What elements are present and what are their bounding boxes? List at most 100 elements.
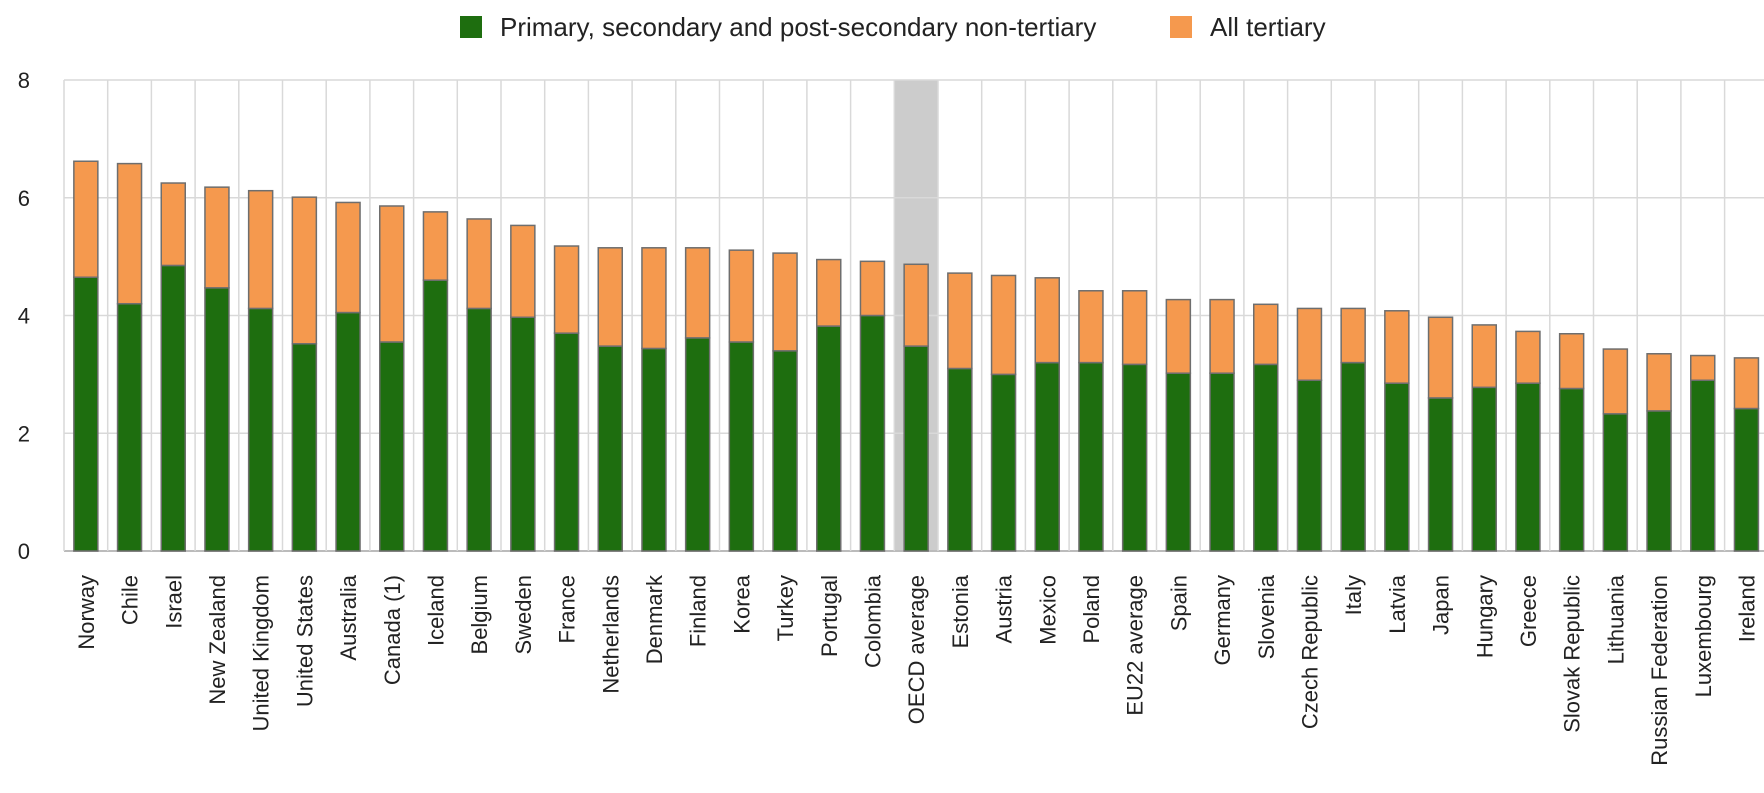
bar-segment-non-tertiary — [160, 264, 186, 552]
bar-segment-tertiary — [422, 211, 449, 281]
bars — [73, 160, 1760, 552]
bar-group — [597, 247, 623, 552]
x-category-label: Estonia — [948, 574, 973, 648]
bar-segment-tertiary — [204, 186, 230, 289]
bar-segment-tertiary — [1034, 277, 1060, 364]
bar-group — [1340, 307, 1366, 552]
bar-group — [859, 260, 886, 552]
x-category-label: OECD average — [904, 575, 929, 724]
bar-segment-tertiary — [1078, 290, 1104, 364]
bar-group — [1078, 290, 1104, 552]
bar-segment-tertiary — [116, 162, 143, 305]
x-category-label: Slovak Republic — [1560, 575, 1585, 733]
y-tick-label: 0 — [18, 539, 30, 564]
legend-swatch-0 — [460, 16, 482, 38]
bar-segment-tertiary — [1253, 303, 1279, 366]
bar-segment-tertiary — [291, 196, 318, 345]
bar-segment-non-tertiary — [247, 307, 274, 552]
legend-swatch-1 — [1170, 16, 1192, 38]
bar-segment-non-tertiary — [204, 287, 230, 552]
x-category-label: Sweden — [511, 575, 536, 655]
x-category-label: Austria — [992, 574, 1017, 643]
x-category-label: Ireland — [1734, 575, 1759, 642]
bar-group — [422, 211, 449, 552]
legend-item-0: Primary, secondary and post-secondary no… — [460, 12, 1096, 42]
x-axis: Norway Chile Israel New Zealand United Kingd… — [74, 574, 1760, 766]
x-category-label: Lithuania — [1603, 574, 1628, 664]
x-category-label: Netherlands — [598, 575, 623, 694]
bar-segment-tertiary — [641, 247, 667, 350]
bar-segment-non-tertiary — [1296, 379, 1323, 552]
x-category-label: Russian Federation — [1647, 575, 1672, 766]
y-axis: 0 2 4 6 8 — [18, 68, 30, 564]
bar-group — [1427, 316, 1454, 552]
bar-segment-tertiary — [1121, 290, 1148, 366]
bar-segment-non-tertiary — [903, 345, 929, 552]
bar-segment-non-tertiary — [510, 316, 536, 552]
x-category-label: Chile — [118, 575, 143, 625]
bar-segment-tertiary — [1340, 307, 1366, 364]
bar-segment-tertiary — [1427, 316, 1454, 399]
bar-group — [728, 249, 755, 552]
bar-group — [1384, 310, 1410, 552]
bar-segment-non-tertiary — [116, 302, 143, 552]
bar-segment-tertiary — [1384, 310, 1410, 384]
bar-segment-tertiary — [772, 252, 798, 352]
x-category-label: Iceland — [423, 575, 448, 646]
bar-group — [1602, 348, 1629, 552]
bar-group — [1209, 298, 1235, 552]
bar-segment-tertiary — [1602, 348, 1629, 415]
bar-segment-non-tertiary — [73, 276, 99, 552]
bar-segment-tertiary — [1646, 353, 1672, 412]
bar-segment-tertiary — [1296, 307, 1323, 382]
x-category-label: Hungary — [1472, 575, 1497, 658]
bar-group — [1253, 303, 1279, 552]
bar-segment-non-tertiary — [422, 279, 449, 552]
bar-segment-non-tertiary — [947, 367, 973, 552]
bar-segment-tertiary — [684, 247, 711, 339]
bar-segment-non-tertiary — [466, 307, 492, 552]
bar-segment-tertiary — [947, 272, 973, 370]
bar-group — [379, 205, 405, 552]
bar-segment-tertiary — [510, 224, 536, 319]
bar-group — [510, 224, 536, 552]
bar-segment-tertiary — [335, 201, 361, 314]
bar-segment-tertiary — [728, 249, 755, 343]
bar-segment-non-tertiary — [641, 347, 667, 552]
bar-group — [641, 247, 667, 552]
bar-group — [903, 263, 929, 552]
x-category-label: Luxembourg — [1691, 575, 1716, 697]
x-category-label: Latvia — [1385, 574, 1410, 633]
x-category-label: Turkey — [773, 575, 798, 641]
bar-segment-non-tertiary — [1602, 413, 1629, 552]
bar-group — [1558, 333, 1585, 552]
bar-segment-non-tertiary — [335, 311, 361, 552]
x-category-label: Belgium — [467, 575, 492, 654]
x-category-label: United States — [292, 575, 317, 707]
bar-group — [466, 218, 492, 552]
bar-segment-non-tertiary — [553, 332, 580, 552]
bar-group — [772, 252, 798, 552]
bar-segment-non-tertiary — [291, 343, 318, 552]
x-category-label: Colombia — [860, 574, 885, 668]
legend-label-1: All tertiary — [1210, 12, 1326, 42]
bar-group — [816, 258, 842, 552]
bar-segment-tertiary — [859, 260, 886, 317]
bar-segment-tertiary — [1209, 298, 1235, 374]
x-category-label: Finland — [686, 575, 711, 647]
bar-segment-non-tertiary — [1646, 410, 1672, 552]
x-category-label: Mexico — [1035, 575, 1060, 645]
bar-segment-tertiary — [597, 247, 623, 347]
bar-group — [204, 186, 230, 552]
legend-item-1: All tertiary — [1170, 12, 1326, 42]
bar-segment-tertiary — [1165, 298, 1192, 374]
x-category-label: Slovenia — [1254, 574, 1279, 659]
bar-group — [684, 247, 711, 552]
x-category-label: Poland — [1079, 575, 1104, 644]
bar-group — [335, 201, 361, 552]
bar-group — [553, 245, 580, 552]
bar-segment-tertiary — [816, 258, 842, 327]
bar-group — [116, 162, 143, 552]
bar-segment-tertiary — [990, 274, 1017, 376]
